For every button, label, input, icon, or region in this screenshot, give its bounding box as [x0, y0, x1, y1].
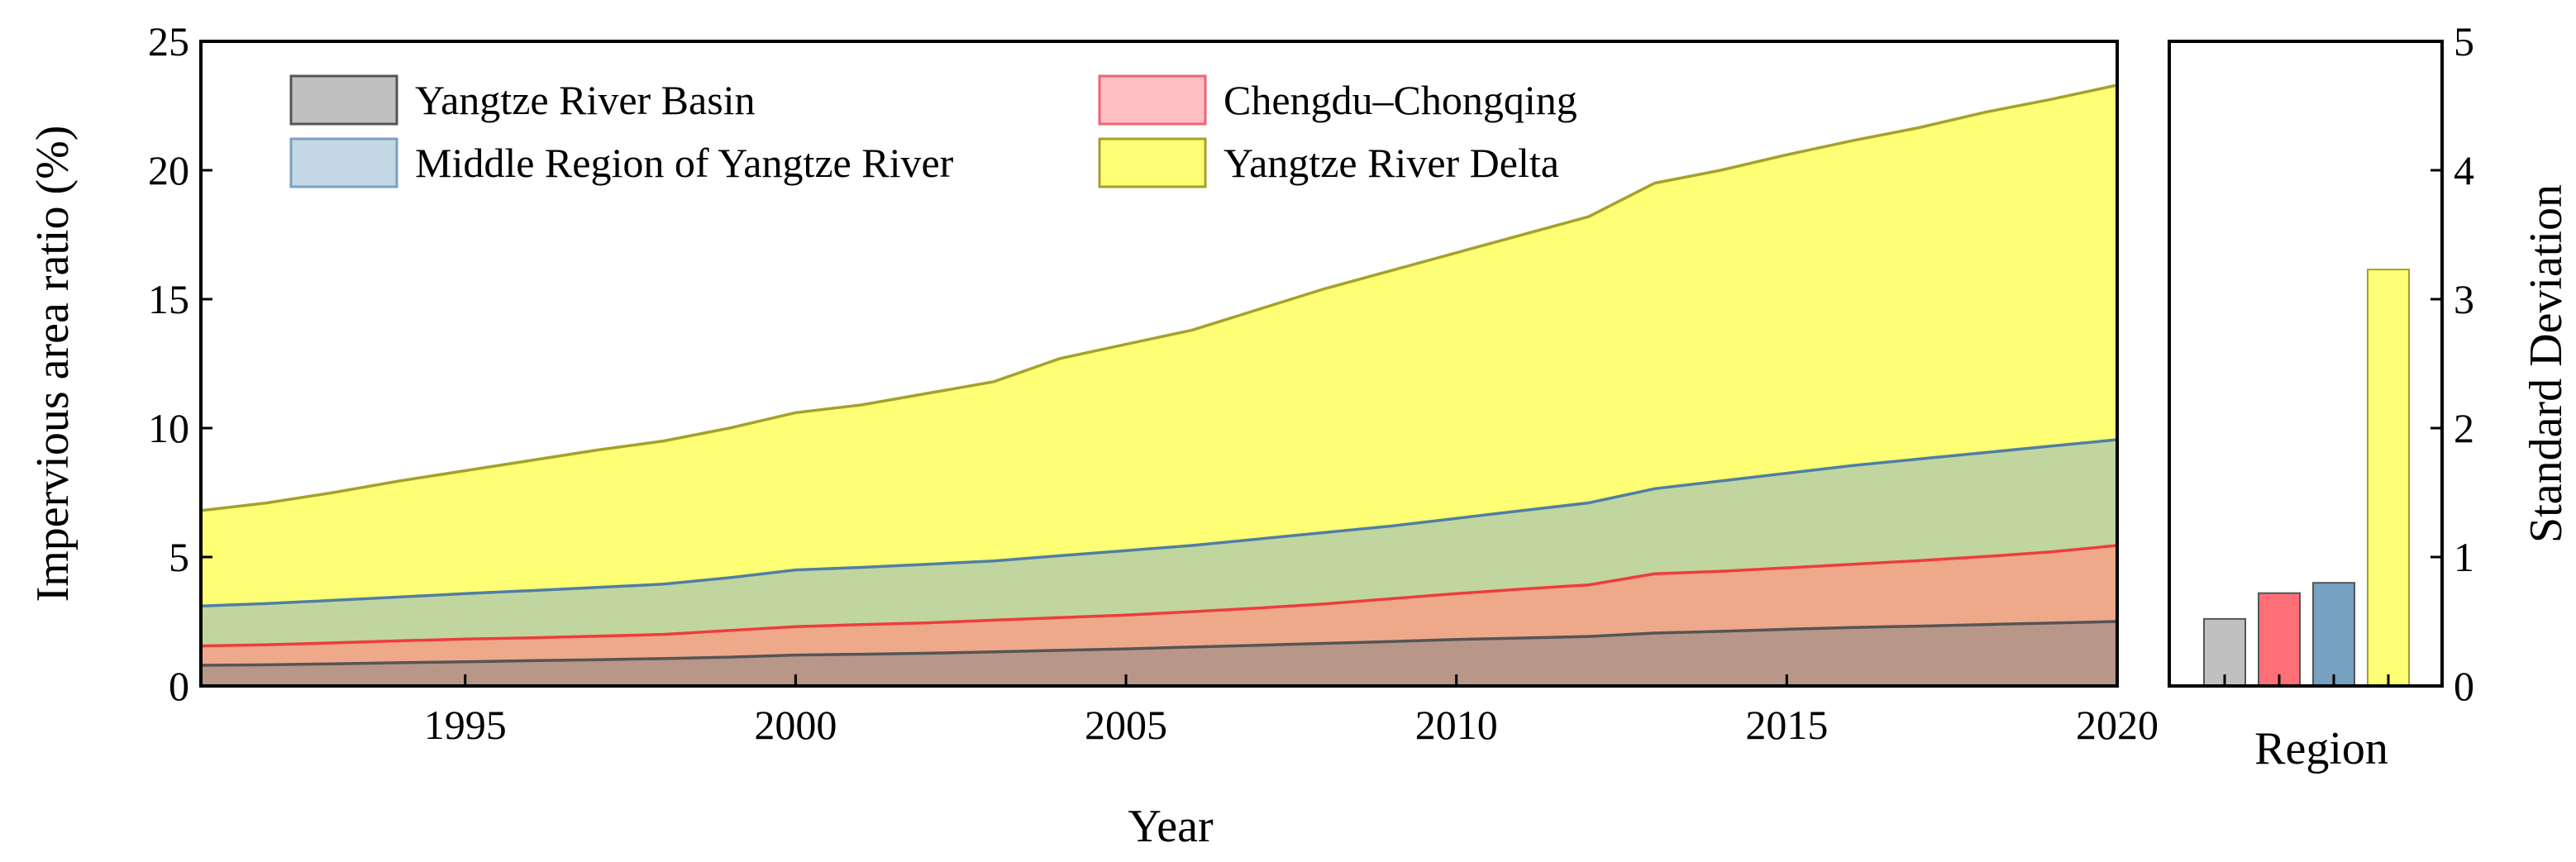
area-fill-3	[201, 621, 2117, 686]
area-series-layer	[200, 83, 2118, 686]
bar	[2367, 269, 2410, 687]
bar-chart: 0 1 2 3 4 5 Region Standard Deviation	[2168, 18, 2572, 774]
area-x-axis-title: Year	[1128, 801, 1214, 852]
legend-swatch	[1098, 74, 1207, 126]
area-legend: Yangtze River Basin Chengdu–Chongqing Midd…	[289, 74, 1577, 188]
area-y-tick-label: 25	[148, 18, 189, 64]
area-line-3	[200, 620, 2118, 667]
bar-marks-layer	[2203, 269, 2410, 688]
legend-swatch	[289, 137, 398, 188]
legend-label: Yangtze River Basin	[415, 77, 756, 123]
area-x-ticks: 1995 2000 2005 2010 2015 2020	[424, 674, 2159, 748]
bar-y-tick-label: 1	[2454, 534, 2474, 580]
area-chart: 1995 2000 2005 2010 2015 2020 0 5 10 15 20 25 Year…	[27, 18, 2159, 852]
bar-y-tick-label: 5	[2454, 18, 2474, 64]
legend-label: Chengdu–Chongqing	[1224, 77, 1577, 123]
area-y-ticks: 0 5 10 15 20 25	[148, 18, 212, 709]
area-line-1	[200, 438, 2118, 608]
area-y-tick-label: 15	[148, 276, 189, 322]
bar	[2312, 582, 2355, 688]
legend-swatch	[289, 74, 398, 126]
bar-y-tick-label: 2	[2454, 405, 2474, 451]
legend-label: Yangtze River Delta	[1224, 140, 1559, 186]
bar-y-ticks: 0 1 2 3 4 5	[2431, 18, 2474, 709]
bar-plot-frame	[2168, 40, 2444, 688]
bar	[2258, 592, 2301, 687]
area-plot-frame	[199, 40, 2119, 688]
area-line-2	[200, 544, 2118, 648]
area-x-tick-label: 2010	[1415, 702, 1498, 748]
area-line-0	[200, 83, 2118, 512]
area-y-axis-title: Impervious area ratio (%)	[27, 126, 79, 602]
area-y-tick-label: 0	[169, 663, 189, 709]
area-y-tick-label: 10	[148, 405, 189, 451]
area-x-tick-label: 1995	[424, 702, 507, 748]
legend-label: Middle Region of Yangtze River	[415, 140, 954, 186]
bar-y-tick-label: 4	[2454, 147, 2474, 193]
bar-x-axis-title: Region	[2254, 723, 2388, 774]
bar-y-axis-title: Standard Deviation	[2521, 184, 2572, 543]
bar-y-tick-label: 0	[2454, 663, 2474, 709]
area-y-tick-label: 20	[148, 147, 189, 193]
area-x-tick-label: 2005	[1085, 702, 1167, 748]
area-x-tick-label: 2020	[2076, 702, 2159, 748]
legend-swatch	[1098, 137, 1207, 188]
bar-y-tick-label: 3	[2454, 276, 2474, 322]
area-x-tick-label: 2000	[754, 702, 837, 748]
area-y-tick-label: 5	[169, 534, 189, 580]
area-x-tick-label: 2015	[1745, 702, 1828, 748]
